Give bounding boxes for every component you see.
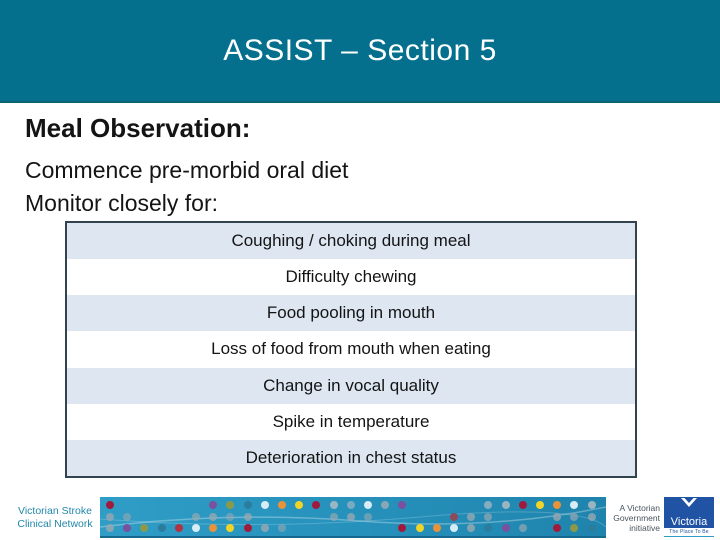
banner-dot: [450, 513, 458, 521]
banner-dot: [587, 524, 596, 532]
table-row: Deterioration in chest status: [67, 439, 635, 476]
table-row: Change in vocal quality: [67, 367, 635, 404]
banner-dot: [209, 524, 218, 532]
banner-dot: [106, 524, 114, 532]
banner-dot: [295, 501, 304, 509]
victoria-logo-block: Victoria: [664, 497, 714, 528]
org-name-line-2: Clinical Network: [17, 517, 93, 530]
body-text-block: Commence pre-morbid oral diet Monitor cl…: [25, 154, 695, 220]
banner-dot: [467, 513, 476, 521]
banner-dot: [260, 501, 269, 509]
banner-dot: [501, 524, 510, 532]
initiative-line-1: A Victorian: [619, 503, 660, 513]
victoria-logo: Victoria The Place To Be: [664, 497, 714, 537]
banner-dot: [484, 524, 493, 532]
body-line-1: Commence pre-morbid oral diet: [25, 157, 349, 183]
table-row: Difficulty chewing: [67, 259, 635, 296]
slide-title: ASSIST – Section 5: [223, 33, 497, 67]
victoria-v-icon: [681, 498, 697, 507]
slide-header: ASSIST – Section 5: [0, 0, 720, 103]
table-row: Coughing / choking during meal: [67, 223, 635, 260]
banner-dot: [312, 501, 321, 509]
banner-dot: [278, 501, 286, 509]
banner-dot: [123, 524, 132, 532]
banner-dot: [587, 501, 596, 509]
banner-dot: [484, 501, 493, 509]
banner-dot: [260, 524, 269, 532]
banner-dot: [398, 501, 407, 509]
observation-table: Coughing / choking during meal Difficulty…: [65, 221, 637, 478]
banner-dot: [192, 513, 200, 521]
banner-dot: [518, 524, 527, 532]
slide-body: Meal Observation: Commence pre-morbid or…: [25, 103, 695, 220]
banner-dot: [518, 501, 527, 509]
banner-dot: [243, 501, 252, 509]
banner-dot: [587, 513, 596, 521]
banner-dot: [192, 524, 200, 532]
slide-footer: Victorian Stroke Clinical Network A Vict…: [0, 496, 720, 540]
banner-dot: [243, 524, 252, 532]
government-initiative-text: A Victorian Government initiative: [598, 503, 660, 533]
banner-dot: [570, 513, 579, 521]
banner-dot: [106, 513, 114, 521]
banner-dot: [346, 501, 355, 509]
initiative-line-2: Government: [613, 513, 660, 523]
banner-dot: [415, 524, 424, 532]
banner-dot: [381, 501, 390, 509]
banner-dot: [123, 513, 132, 521]
banner-dot: [570, 524, 579, 532]
table-row: Loss of food from mouth when eating: [67, 331, 635, 368]
banner-dot: [536, 501, 544, 509]
table-row: Spike in temperature: [67, 403, 635, 440]
banner-dot: [226, 501, 235, 509]
banner-swoosh: [100, 506, 606, 528]
banner-dot: [226, 513, 235, 521]
banner-dot: [278, 524, 286, 532]
banner-dot: [174, 524, 183, 532]
banner-dot: [553, 524, 562, 532]
banner-dot: [157, 524, 166, 532]
banner-dot: [226, 524, 235, 532]
table-row: Food pooling in mouth: [67, 295, 635, 332]
banner-dot: [209, 513, 218, 521]
banner-dot: [450, 524, 458, 532]
banner-dot: [484, 513, 493, 521]
section-heading: Meal Observation:: [25, 113, 251, 143]
banner-dot: [243, 513, 252, 521]
banner-dot: [346, 513, 355, 521]
banner-dot: [364, 501, 372, 509]
banner-dot: [570, 501, 579, 509]
banner-dot: [432, 524, 441, 532]
banner-dot: [106, 501, 114, 509]
banner-dot: [553, 501, 562, 509]
org-name: Victorian Stroke Clinical Network: [12, 505, 98, 530]
banner-dot: [329, 501, 338, 509]
banner-dot: [467, 524, 476, 532]
banner-dot: [209, 501, 218, 509]
body-line-2: Monitor closely for:: [25, 190, 219, 216]
banner-dot: [364, 513, 372, 521]
banner-dot: [398, 524, 407, 532]
banner-dot: [140, 524, 149, 532]
victoria-logo-text: Victoria: [670, 516, 708, 528]
banner-dot: [553, 513, 562, 521]
org-name-line-1: Victorian Stroke: [18, 505, 92, 517]
victoria-logo-tagline: The Place To Be: [664, 528, 714, 537]
banner-dot: [501, 501, 510, 509]
footer-banner: [100, 497, 606, 538]
banner-dot: [329, 513, 338, 521]
initiative-line-3: initiative: [629, 523, 660, 533]
